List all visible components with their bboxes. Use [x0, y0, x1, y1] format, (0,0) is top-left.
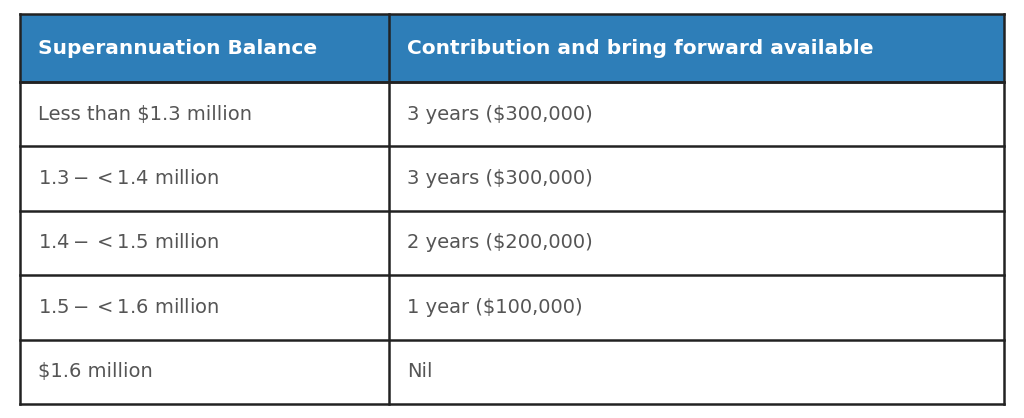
- Text: Superannuation Balance: Superannuation Balance: [38, 38, 317, 58]
- Text: 1 year ($100,000): 1 year ($100,000): [407, 298, 583, 317]
- Text: Contribution and bring forward available: Contribution and bring forward available: [407, 38, 873, 58]
- Text: 2 years ($200,000): 2 years ($200,000): [407, 234, 593, 252]
- Bar: [389, 14, 1004, 82]
- Bar: [20, 339, 389, 404]
- Text: 3 years ($300,000): 3 years ($300,000): [407, 104, 593, 124]
- Bar: [20, 211, 389, 275]
- Text: 3 years ($300,000): 3 years ($300,000): [407, 169, 593, 188]
- Text: $1.6 million: $1.6 million: [38, 362, 153, 381]
- Text: $1.5 - <$1.6 million: $1.5 - <$1.6 million: [38, 298, 219, 317]
- Bar: [20, 275, 389, 339]
- Text: $1.3 - <$1.4 million: $1.3 - <$1.4 million: [38, 169, 219, 188]
- Bar: [20, 14, 389, 82]
- Bar: [389, 146, 1004, 211]
- Bar: [20, 82, 389, 146]
- Text: Nil: Nil: [407, 362, 432, 381]
- Bar: [389, 82, 1004, 146]
- Text: Less than $1.3 million: Less than $1.3 million: [38, 104, 252, 124]
- Bar: [20, 146, 389, 211]
- Bar: [389, 211, 1004, 275]
- Bar: [389, 339, 1004, 404]
- Text: $1.4 - <$1.5 million: $1.4 - <$1.5 million: [38, 234, 219, 252]
- Bar: [389, 275, 1004, 339]
